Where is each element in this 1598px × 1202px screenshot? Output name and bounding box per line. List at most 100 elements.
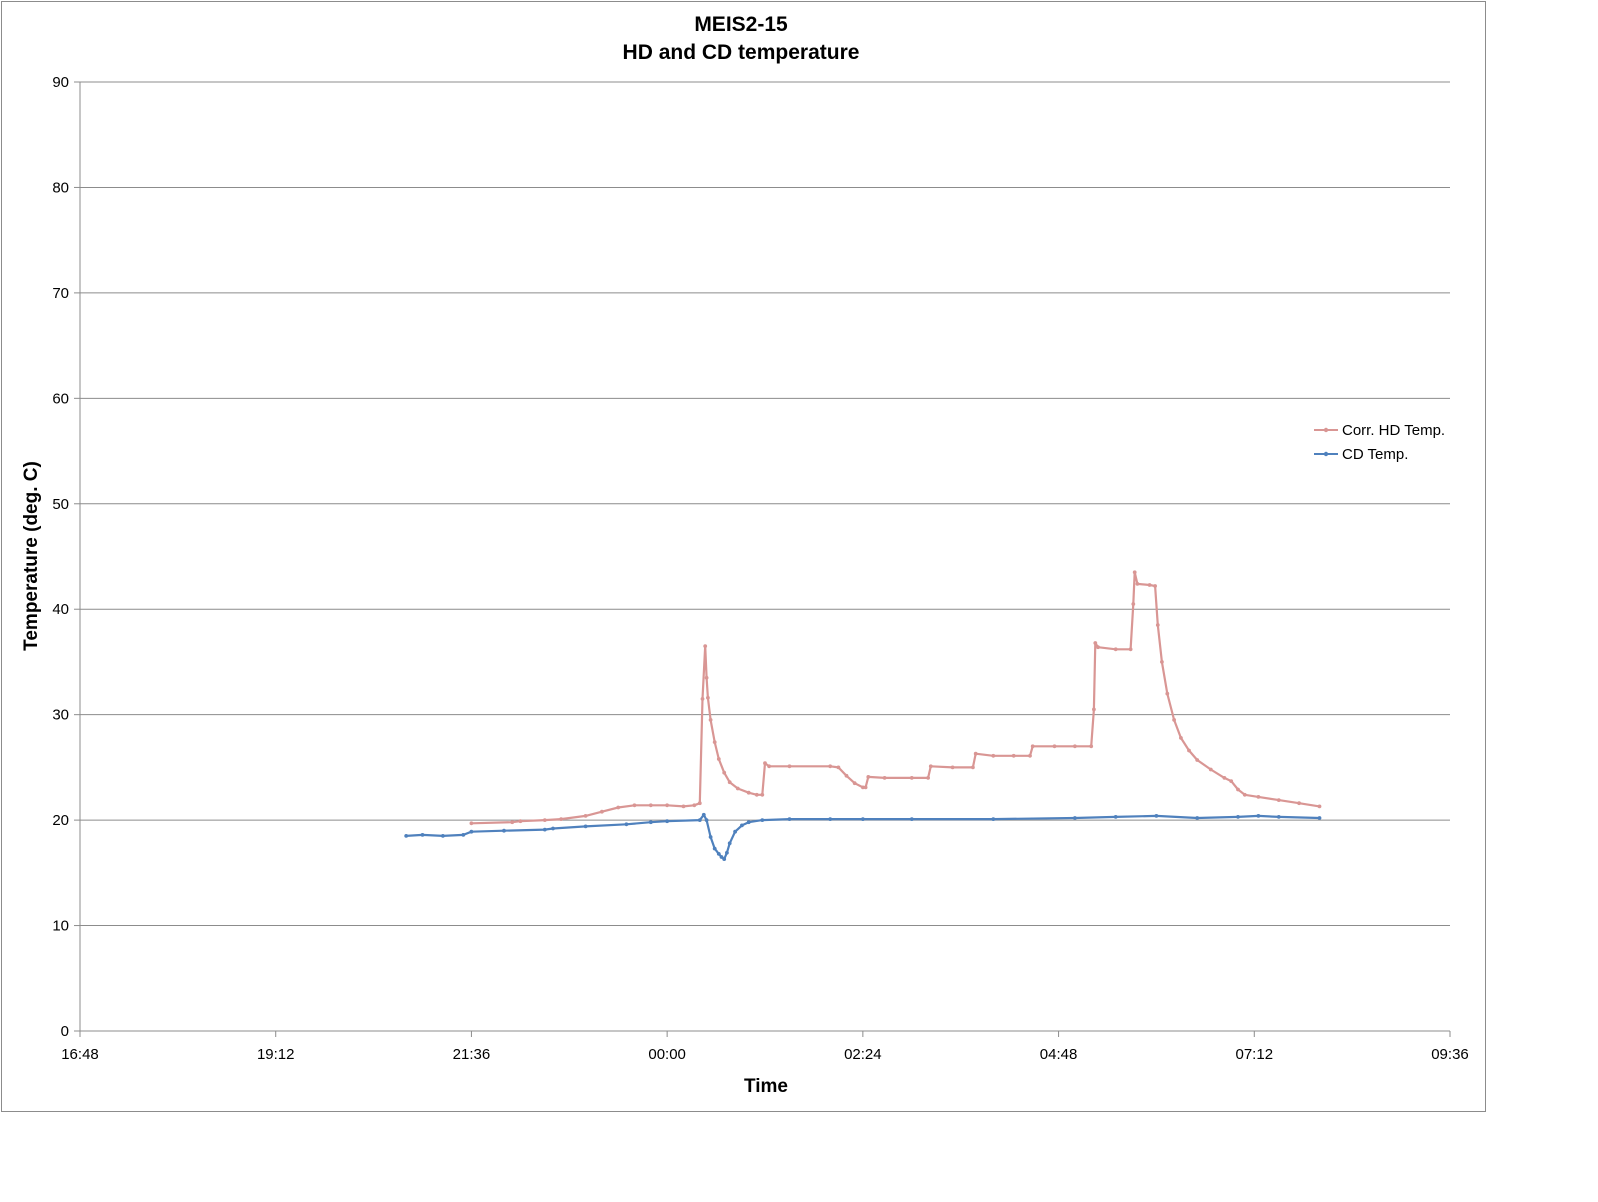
data-point: [632, 803, 637, 808]
data-point: [828, 817, 833, 821]
data-point: [1256, 814, 1261, 818]
y-axis-title: Temperature (deg. C): [21, 461, 42, 651]
data-point: [760, 792, 765, 797]
data-point: [991, 753, 996, 758]
data-point: [722, 770, 727, 775]
data-point: [760, 818, 765, 822]
data-point: [542, 818, 547, 822]
data-point: [1165, 691, 1170, 696]
y-tick-label: 40: [52, 601, 69, 618]
data-point: [461, 833, 466, 837]
data-point: [727, 841, 732, 846]
data-point: [583, 824, 588, 829]
series-layer: [404, 570, 1322, 861]
data-point: [991, 817, 996, 821]
data-point: [665, 819, 669, 824]
data-point: [722, 857, 727, 861]
data-point: [746, 820, 751, 825]
x-tick-label: 04:48: [1040, 1046, 1078, 1063]
data-point: [1052, 744, 1057, 749]
data-point: [708, 835, 713, 839]
chart-title: MEIS2-15: [694, 13, 788, 36]
series-1: [404, 812, 1322, 861]
data-point: [1256, 795, 1261, 799]
data-point: [697, 818, 702, 822]
data-point: [725, 850, 729, 855]
data-point: [700, 697, 705, 701]
x-tick-label: 07:12: [1236, 1046, 1274, 1063]
data-point: [712, 846, 717, 851]
data-point: [928, 764, 933, 769]
data-point: [1093, 641, 1098, 645]
data-point: [1030, 744, 1035, 749]
data-point: [1132, 570, 1137, 575]
data-point: [1317, 804, 1322, 809]
data-point: [950, 765, 955, 770]
x-tick-label: 09:36: [1431, 1046, 1469, 1063]
x-tick-label: 21:36: [453, 1046, 491, 1063]
data-point: [746, 790, 751, 795]
data-point: [648, 803, 653, 808]
x-axis-title: Time: [744, 1076, 788, 1097]
data-point: [1242, 792, 1247, 797]
data-point: [551, 826, 555, 831]
data-point: [1113, 647, 1118, 652]
data-point: [1092, 707, 1096, 712]
data-point: [852, 781, 857, 786]
x-tick-label: 16:48: [61, 1046, 99, 1063]
series-0: [469, 570, 1322, 826]
data-point: [708, 718, 713, 722]
data-point: [624, 822, 629, 827]
data-point: [1147, 583, 1152, 587]
data-point: [681, 804, 686, 809]
data-point: [665, 803, 669, 808]
data-point: [1195, 758, 1200, 762]
data-point: [1113, 815, 1118, 819]
data-point: [1297, 801, 1301, 806]
x-tick-label: 02:24: [844, 1046, 882, 1063]
data-point: [1172, 718, 1176, 722]
data-point: [441, 834, 445, 838]
data-point: [716, 757, 721, 761]
data-point: [704, 818, 709, 822]
data-point: [882, 776, 887, 780]
data-point: [583, 814, 588, 818]
data-point: [740, 823, 744, 828]
data-point: [844, 773, 849, 778]
data-point: [616, 805, 621, 810]
data-point: [518, 819, 523, 824]
data-point: [706, 695, 710, 700]
data-point: [1317, 816, 1322, 820]
data-point: [909, 776, 914, 780]
y-tick-label: 20: [52, 812, 69, 829]
data-point: [1153, 584, 1157, 588]
data-point: [861, 785, 865, 790]
data-point: [469, 821, 474, 826]
data-point: [971, 765, 975, 770]
data-point: [559, 817, 563, 821]
data-point: [727, 780, 732, 785]
data-point: [704, 675, 709, 680]
data-point: [1236, 815, 1240, 819]
data-point: [469, 829, 474, 834]
y-axis-ticks: 0 10 20 30 40 50 60 70 80 90: [52, 74, 80, 1040]
y-tick-label: 30: [52, 707, 69, 724]
data-point: [502, 828, 506, 833]
data-point: [1089, 744, 1094, 749]
data-point: [1276, 798, 1281, 802]
chart-frame: [1, 1, 1486, 1112]
data-point: [1179, 736, 1183, 740]
data-point: [712, 740, 717, 744]
data-point: [1195, 816, 1200, 820]
data-point: [836, 765, 841, 770]
data-point: [510, 820, 515, 825]
data-point: [767, 764, 771, 769]
data-point: [1128, 647, 1133, 652]
x-axis-ticks: 16:48 19:12 21:36 00:00 02:24 04:48 07:12 09:36: [61, 1031, 1469, 1063]
data-point: [866, 775, 871, 779]
data-point: [1096, 645, 1100, 650]
data-point: [1155, 623, 1160, 627]
data-point: [1229, 779, 1234, 783]
y-tick-label: 60: [52, 390, 69, 407]
